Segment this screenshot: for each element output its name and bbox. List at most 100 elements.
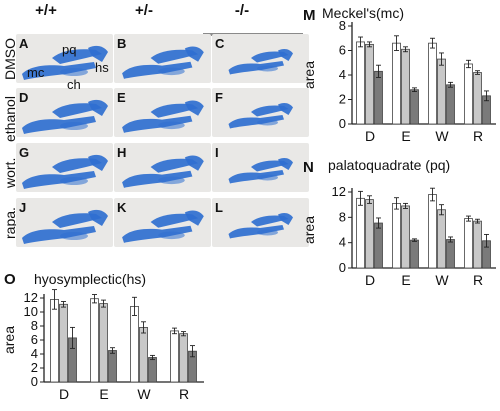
- cartilage-shape: [184, 155, 204, 171]
- bar: [365, 43, 374, 125]
- panel-letter: E: [117, 90, 126, 105]
- cartilage-shape: [60, 177, 88, 185]
- bar: [446, 239, 455, 269]
- cartilage-shape: [158, 231, 185, 240]
- x-tick-label: D: [365, 272, 375, 288]
- panel-letter: A: [19, 36, 29, 51]
- chart-panel-letter: N: [303, 159, 314, 176]
- cartilage-shape: [158, 176, 185, 185]
- x-tick-label: W: [137, 386, 151, 402]
- specimen-image-d: D: [16, 88, 113, 137]
- y-axis-label: area: [301, 61, 317, 89]
- cartilage-shape: [88, 99, 108, 116]
- panel-letter: H: [117, 145, 127, 160]
- cartilage-shape: [257, 229, 278, 236]
- bar: [473, 72, 482, 125]
- annotation-ch: ch: [67, 77, 81, 92]
- panel-letter: F: [215, 90, 223, 105]
- x-tick-label: W: [435, 128, 449, 144]
- specimen-image-i: I: [212, 143, 309, 192]
- x-tick-label: E: [99, 386, 108, 402]
- y-tick-label: 0: [339, 260, 346, 275]
- cartilage-shape: [228, 115, 284, 129]
- panel-letter: B: [117, 36, 127, 51]
- bar: [59, 303, 68, 383]
- bar: [401, 205, 410, 269]
- cartilage-shape: [22, 226, 96, 244]
- y-tick-label: 2: [31, 360, 38, 375]
- cartilage-shape: [251, 160, 289, 172]
- cartilage-shape: [251, 105, 289, 117]
- specimen-image-l: L: [212, 198, 309, 247]
- bar: [428, 194, 437, 269]
- cartilage-shape: [257, 65, 278, 72]
- bar: [410, 239, 419, 269]
- specimen-image-a: A: [16, 34, 113, 83]
- x-tick-label: W: [435, 272, 449, 288]
- cartilage-shape: [88, 154, 108, 171]
- y-tick-label: 12: [332, 184, 346, 199]
- chart-svg: M Meckel's(mc) 0 2 4 6 8 area D E W R: [301, 5, 496, 144]
- y-tick-label: 0: [339, 116, 346, 131]
- bar: [170, 330, 179, 383]
- bar: [473, 220, 482, 269]
- bar: [356, 41, 365, 125]
- cartilage-shape: [251, 215, 289, 227]
- bar-chart-meckels: M Meckel's(mc) 0 2 4 6 8 area D E W R: [300, 0, 500, 148]
- specimen-image-e: E: [114, 88, 211, 137]
- y-tick-label: 0: [31, 374, 38, 389]
- cartilage-shape: [122, 225, 193, 243]
- bar: [392, 203, 401, 269]
- cartilage-shape: [278, 157, 293, 170]
- cartilage-shape: [158, 121, 185, 130]
- cartilage-shape: [184, 100, 204, 116]
- panel-letter: I: [215, 145, 219, 160]
- x-tick-label: E: [401, 272, 410, 288]
- cartilage-shape: [22, 62, 96, 80]
- y-tick-label: 8: [339, 18, 346, 33]
- specimen-image-c: C: [212, 34, 309, 83]
- y-tick-label: 2: [339, 92, 346, 107]
- cartilage-shape: [88, 209, 108, 226]
- bar: [90, 298, 99, 383]
- cartilage-shape: [251, 51, 289, 63]
- cartilage-shape: [52, 158, 102, 173]
- cartilage-shape: [88, 45, 108, 62]
- cartilage-shape: [257, 174, 278, 181]
- cartilage-shape: [60, 122, 88, 130]
- cartilage-shape: [228, 225, 284, 239]
- annotation-hs: hs: [95, 60, 109, 75]
- column-header-heterozygous: +/-: [135, 2, 153, 19]
- bar: [50, 298, 59, 383]
- y-tick-label: 4: [339, 235, 346, 250]
- cartilage-shape: [150, 103, 199, 118]
- panel-letter: C: [215, 36, 225, 51]
- cartilage-shape: [122, 170, 193, 188]
- cartilage-shape: [122, 61, 193, 79]
- panel-letter: J: [19, 200, 27, 215]
- column-header-mutant: -/-: [234, 2, 250, 19]
- bar: [130, 306, 139, 383]
- bar: [139, 327, 148, 383]
- bar: [401, 48, 410, 125]
- panel-letter: K: [117, 200, 127, 215]
- cartilage-shape: [158, 67, 185, 76]
- chart-title: palatoquadrate (pq): [328, 157, 450, 173]
- annotation-mc: mc: [27, 65, 45, 80]
- y-axis-label: area: [1, 326, 17, 354]
- cartilage-shape: [150, 49, 199, 64]
- bar: [365, 199, 374, 269]
- panel-letter: G: [19, 145, 30, 160]
- bar: [446, 84, 455, 125]
- bar: [437, 209, 446, 269]
- cartilage-shape: [60, 232, 88, 240]
- cartilage-shape: [278, 212, 293, 225]
- bar: [437, 58, 446, 125]
- bar: [428, 42, 437, 125]
- x-tick-label: R: [179, 386, 189, 402]
- chart-panel-letter: M: [303, 7, 316, 24]
- bar: [148, 357, 157, 383]
- cartilage-shape: [228, 61, 284, 75]
